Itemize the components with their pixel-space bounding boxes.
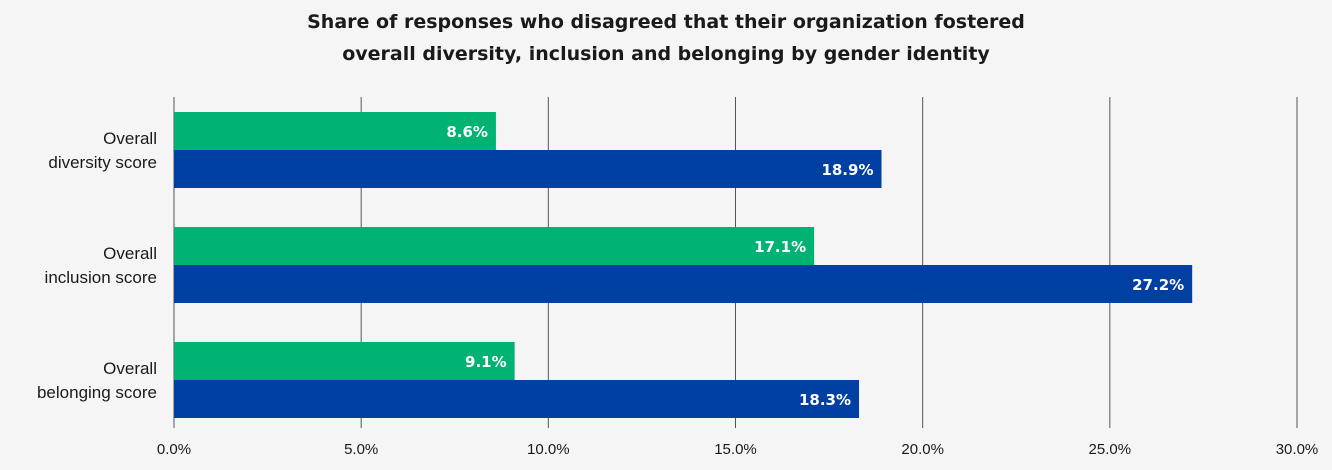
category-label: Overall diversity score — [48, 129, 157, 172]
bar-data-label: 8.6% — [446, 123, 488, 141]
x-tick-label: 0.0% — [157, 441, 191, 458]
bar-data-label: 9.1% — [465, 353, 507, 371]
x-tick-label: 25.0% — [1089, 441, 1132, 458]
x-tick-label: 30.0% — [1276, 441, 1319, 458]
labels: 0.0% 5.0% 10.0% 15.0% 20.0% 25.0% 30.0% 8.6% 18.… — [37, 123, 1318, 458]
x-tick-label: 20.0% — [901, 441, 944, 458]
chart-title-line-1: Share of responses who disagreed that th… — [307, 11, 1025, 33]
bar-data-label: 27.2% — [1132, 276, 1184, 294]
chart-title-line-2: overall diversity, inclusion and belongi… — [342, 43, 990, 65]
x-tick-label: 5.0% — [344, 441, 378, 458]
bar — [174, 265, 1193, 303]
x-tick-label: 10.0% — [527, 441, 570, 458]
bar — [174, 112, 496, 150]
bar — [174, 380, 860, 418]
category-label: Overall belonging score — [37, 359, 157, 402]
x-tick-label: 15.0% — [714, 441, 757, 458]
chart-title: Share of responses who disagreed that th… — [0, 6, 1332, 70]
bar-data-label: 18.9% — [821, 161, 873, 179]
bars — [174, 112, 1193, 418]
bar — [174, 150, 882, 188]
bar — [174, 227, 815, 265]
bar — [174, 342, 515, 380]
bar-data-label: 18.3% — [799, 391, 851, 409]
category-label: Overall inclusion score — [45, 244, 157, 287]
bar-data-label: 17.1% — [754, 238, 806, 256]
